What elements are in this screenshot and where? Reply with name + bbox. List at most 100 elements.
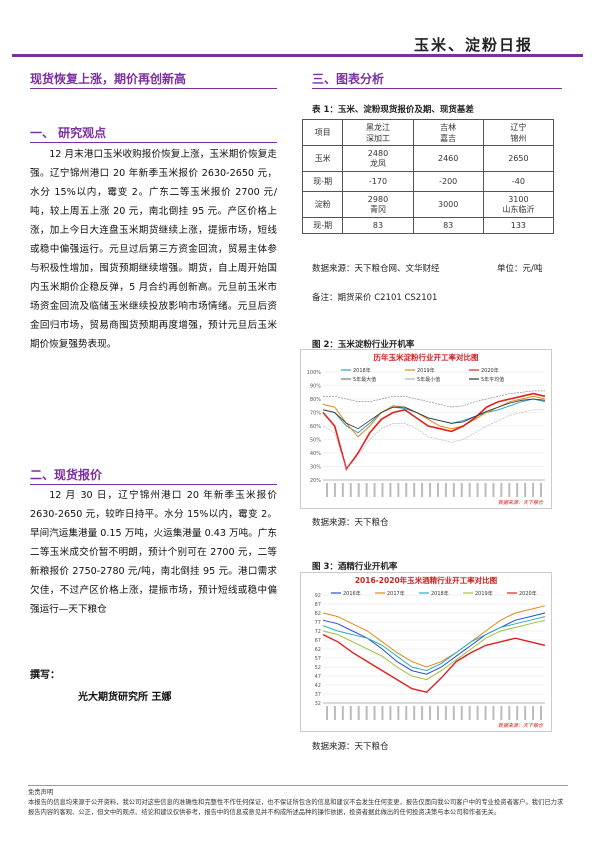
x-tick-label bbox=[444, 706, 447, 720]
legend-label: 2018年 bbox=[353, 367, 371, 374]
series-line bbox=[322, 619, 546, 681]
legend-label: 2020年 bbox=[481, 367, 499, 374]
x-tick-label bbox=[389, 483, 392, 497]
x-tick-label bbox=[516, 706, 519, 720]
table-row: 淀粉 2980 青冈 3000 3100 山东临沂 bbox=[301, 191, 555, 218]
table-cell: 133 bbox=[482, 217, 555, 234]
y-tick-label: 77 bbox=[315, 620, 321, 626]
x-tick-label bbox=[349, 706, 352, 720]
x-tick-label bbox=[452, 483, 455, 497]
figure3-source: 数据来源：天下粮仓 bbox=[312, 742, 389, 752]
x-tick-label bbox=[429, 483, 432, 497]
table-cell: 83 bbox=[412, 217, 484, 234]
table-cell: -200 bbox=[412, 171, 484, 192]
x-tick-label bbox=[381, 706, 384, 720]
table-cell: 3100 山东临沂 bbox=[482, 191, 555, 218]
x-tick-label bbox=[365, 483, 368, 497]
x-tick-label bbox=[484, 706, 487, 720]
y-tick-label: 70% bbox=[310, 411, 321, 417]
chart-brand: 数据来源：天下粮仓 bbox=[498, 499, 544, 506]
chart-bg bbox=[301, 350, 551, 508]
x-tick-label bbox=[349, 483, 352, 497]
report-title: 玉米、淀粉日报 bbox=[413, 36, 533, 54]
figure2-svg: 历年玉米淀粉行业开工率对比图 100% 90% 80% 70% 60% 50% 40% 30% 2… bbox=[301, 350, 551, 508]
x-tick-label bbox=[492, 706, 495, 720]
header-divider bbox=[12, 54, 583, 57]
table-source: 数据来源：天下粮仓网、文华财经 bbox=[312, 264, 440, 274]
chart-title: 2016-2020年玉米酒精行业开工率对比图 bbox=[355, 575, 498, 585]
x-tick-label bbox=[357, 483, 360, 497]
section-spot-title: 二、现货报价 bbox=[30, 468, 103, 482]
y-tick-label: 32 bbox=[315, 701, 321, 707]
series-line bbox=[323, 390, 545, 408]
figure2-source: 数据来源：天下粮仓 bbox=[312, 518, 389, 528]
table-cell: 2480 龙凤 bbox=[342, 145, 414, 172]
figure2-caption: 图 2：玉米淀粉行业开机率 bbox=[312, 340, 415, 350]
legend-label: 2018年 bbox=[431, 590, 449, 597]
y-tick-label: 60% bbox=[310, 424, 321, 430]
chart-title: 历年玉米淀粉行业开工率对比图 bbox=[374, 352, 479, 362]
x-tick-label bbox=[341, 706, 344, 720]
series-line bbox=[322, 616, 546, 672]
table-cell: 项目 bbox=[301, 119, 344, 146]
y-tick-label: 100% bbox=[307, 370, 322, 376]
x-tick-label bbox=[500, 483, 503, 497]
table-row: 现-期 -170 -200 -40 bbox=[301, 171, 555, 192]
table-cell: -170 bbox=[342, 171, 414, 192]
x-tick-label bbox=[540, 483, 542, 497]
table-row: 项目 黑龙江 深加工 吉林 嘉吉 辽宁 锦州 bbox=[301, 119, 555, 146]
research-paragraph: 12 月末港口玉米收购报价恢复上涨，玉米期价恢复走强。辽宁锦州港口 20 年新季… bbox=[30, 149, 277, 350]
x-tick-label bbox=[540, 706, 542, 720]
table-cell: 现-期 bbox=[301, 171, 344, 192]
table-row: 现-期 83 83 133 bbox=[301, 217, 555, 234]
y-tick-label: 40% bbox=[310, 451, 321, 457]
series-line bbox=[322, 395, 546, 438]
x-tick-label bbox=[516, 483, 519, 497]
x-tick-label bbox=[326, 483, 328, 497]
series-line bbox=[322, 392, 546, 472]
x-tick-label bbox=[413, 483, 416, 497]
spot-paragraph: 12 月 30 日，辽宁锦州港口 20 年新季玉米报价 2630-2650 元，… bbox=[30, 490, 277, 615]
x-tick-label bbox=[405, 706, 408, 720]
table-cell: 辽宁 锦州 bbox=[482, 119, 555, 146]
x-tick-label bbox=[500, 706, 503, 720]
y-tick-label: 72 bbox=[315, 629, 321, 635]
x-tick-label bbox=[365, 706, 368, 720]
figure3-chart: 2016-2020年玉米酒精行业开工率对比图 92 87 82 77 72 67 62 57 52… bbox=[300, 572, 552, 732]
legend-label: 5年最小值 bbox=[417, 376, 440, 383]
table-cell: 3000 bbox=[412, 191, 484, 218]
y-tick-label: 52 bbox=[315, 665, 321, 671]
y-tick-label: 47 bbox=[315, 674, 321, 680]
figure3-caption: 图 3：酒精行业开机率 bbox=[312, 562, 398, 572]
y-tick-label: 67 bbox=[315, 638, 321, 644]
figure2-chart: 历年玉米淀粉行业开工率对比图 100% 90% 80% 70% 60% 50% 40% 30% 2… bbox=[300, 349, 552, 509]
y-tick-label: 62 bbox=[315, 647, 321, 653]
table-cell: 83 bbox=[342, 217, 414, 234]
table-note: 备注：期货采价 C2101 CS2101 bbox=[312, 293, 438, 303]
x-tick-label bbox=[452, 706, 455, 720]
x-tick-label bbox=[389, 706, 392, 720]
x-tick-label bbox=[357, 706, 360, 720]
x-tick-label bbox=[405, 483, 408, 497]
disclaimer-label: 免责声明 bbox=[28, 789, 54, 796]
x-tick-label bbox=[413, 706, 416, 720]
table-row: 玉米 2480 龙凤 2460 2650 bbox=[301, 145, 555, 172]
x-tick-label bbox=[460, 706, 463, 720]
y-tick-label: 82 bbox=[315, 611, 321, 617]
table-cell: 现-期 bbox=[301, 217, 344, 234]
table-cell: 2980 青冈 bbox=[342, 191, 414, 218]
footer-divider bbox=[28, 785, 568, 786]
x-tick-label bbox=[436, 483, 439, 497]
table-cell: 玉米 bbox=[301, 145, 344, 172]
x-tick-label bbox=[476, 706, 479, 720]
x-tick-label bbox=[532, 483, 535, 497]
x-tick-label bbox=[326, 706, 328, 720]
y-tick-label: 30% bbox=[310, 465, 321, 471]
y-tick-label: 37 bbox=[315, 692, 321, 698]
y-tick-label: 42 bbox=[315, 683, 321, 689]
y-tick-label: 92 bbox=[315, 593, 321, 599]
x-tick-label bbox=[460, 483, 463, 497]
series-line bbox=[322, 633, 546, 693]
x-tick-label bbox=[333, 706, 336, 720]
x-tick-label bbox=[484, 483, 487, 497]
